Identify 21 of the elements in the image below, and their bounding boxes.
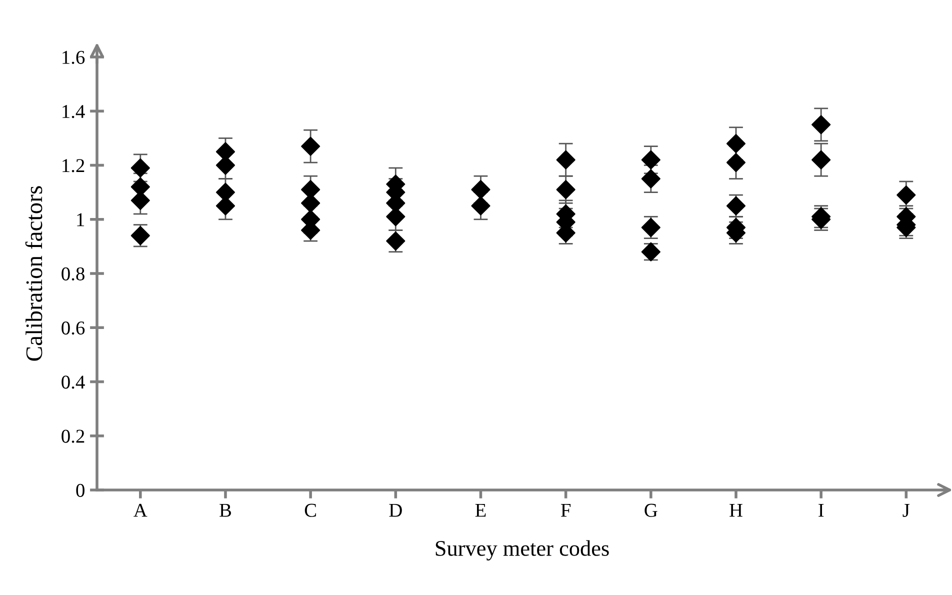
x-tick-label: G: [644, 504, 658, 517]
y-tick-label: 0.2: [62, 430, 84, 443]
x-tick-label: J: [902, 504, 910, 517]
x-tick-label: H: [730, 504, 742, 517]
x-tick-label: D: [389, 504, 402, 517]
x-tick-label: I: [818, 504, 824, 517]
x-tick-label: B: [220, 504, 232, 517]
y-tick-label: 1: [77, 213, 84, 226]
y-tick-label: 0.6: [62, 321, 85, 335]
y-tick-label: 1.4: [62, 105, 85, 118]
y-tick-label: 0.8: [62, 267, 84, 281]
y-tick-label: 1.2: [62, 159, 84, 172]
x-tick-label: F: [560, 504, 571, 517]
x-tick-label: A: [134, 504, 148, 517]
x-axis-title: Survey meter codes: [436, 540, 609, 560]
x-tick-label: E: [475, 504, 486, 517]
y-tick-label: 0: [76, 484, 84, 497]
y-tick-label: 0.4: [62, 376, 85, 389]
x-tick-label: C: [304, 504, 316, 517]
y-axis-title: Calibration factors: [25, 186, 42, 361]
y-tick-label: 1.6: [62, 50, 85, 64]
